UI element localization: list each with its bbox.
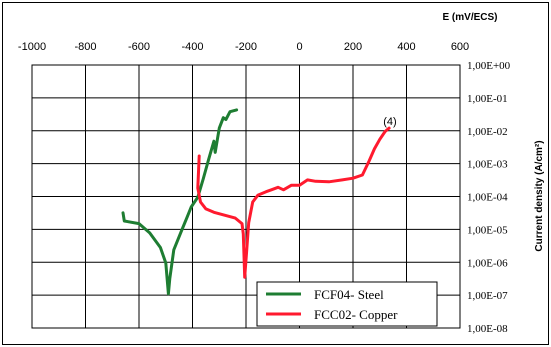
y-tick-label: 1,00E+00 [467,60,511,72]
x-tick-label: -600 [128,41,150,53]
y-tick-label: 1,00E-05 [467,224,508,236]
y-axis-title: Current density (A/cm²) [534,140,545,251]
x-tick-label: -1000 [18,41,46,53]
x-tick-labels: -1000 -800 -600 -400 -200 0 200 400 600 [18,41,469,53]
y-tick-label: 1,00E-03 [467,159,508,171]
y-tick-label: 1,00E-06 [467,257,508,269]
y-tick-label: 1,00E-07 [467,290,508,302]
x-tick-label: 600 [451,41,469,53]
legend-label-copper: FCC02- Copper [314,307,398,322]
series-line-copper [196,126,391,279]
x-tick-label: -400 [181,41,203,53]
y-tick-label: 1,00E-01 [467,93,508,105]
series-line-steel [121,108,239,296]
x-tick-label: 200 [344,41,362,53]
plot-area [31,64,461,329]
x-tick-label: 400 [397,41,415,53]
legend: FCF04- Steel FCC02- Copper [256,281,438,327]
x-axis-title: E (mV/ECS) [442,12,497,23]
y-tick-label: 1,00E-08 [467,323,508,335]
legend-box [256,281,438,327]
y-tick-label: 1,00E-02 [467,126,508,138]
series-layer [121,108,391,296]
x-tick-label: 0 [296,41,302,53]
y-tick-label: 1,00E-04 [467,192,508,204]
y-tick-labels: 1,00E+00 1,00E-01 1,00E-02 1,00E-03 1,00E-04… [467,60,511,335]
x-tick-label: -200 [235,41,257,53]
curve-annotation: (4) [383,116,396,128]
legend-label-steel: FCF04- Steel [314,287,384,302]
x-tick-label: -800 [74,41,96,53]
